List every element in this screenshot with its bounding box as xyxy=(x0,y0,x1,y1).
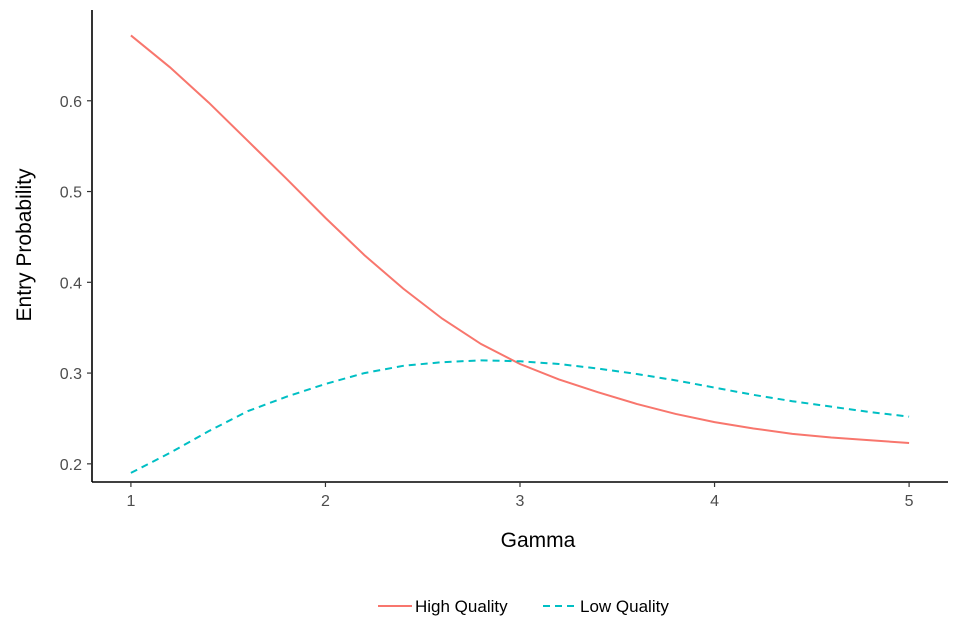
y-tick-label: 0.6 xyxy=(60,94,82,111)
x-axis-title: Gamma xyxy=(501,529,576,552)
series-line-low-quality xyxy=(130,359,910,474)
x-tick-label: 5 xyxy=(905,493,914,510)
legend-item-high-quality: High Quality xyxy=(378,597,508,616)
y-tick-label: 0.4 xyxy=(60,275,82,292)
series-line-high-quality xyxy=(130,34,910,444)
y-axis-title: Entry Probability xyxy=(13,168,36,321)
x-tick-label: 2 xyxy=(321,493,330,510)
axes xyxy=(87,10,948,487)
legend: High Quality Low Quality xyxy=(378,597,669,616)
x-tick-label: 4 xyxy=(710,493,719,510)
y-tick-label: 0.2 xyxy=(60,457,82,474)
y-tick-label: 0.5 xyxy=(60,185,82,202)
y-tick-label: 0.3 xyxy=(60,366,82,383)
tick-labels: 1 2 3 4 5 0.2 0.3 0.4 0.5 0.6 xyxy=(60,94,914,510)
plot-lines xyxy=(130,34,910,474)
legend-label: High Quality xyxy=(415,597,508,616)
x-tick-label: 3 xyxy=(516,493,525,510)
x-tick-label: 1 xyxy=(126,493,135,510)
legend-label: Low Quality xyxy=(580,597,669,616)
legend-item-low-quality: Low Quality xyxy=(543,597,669,616)
